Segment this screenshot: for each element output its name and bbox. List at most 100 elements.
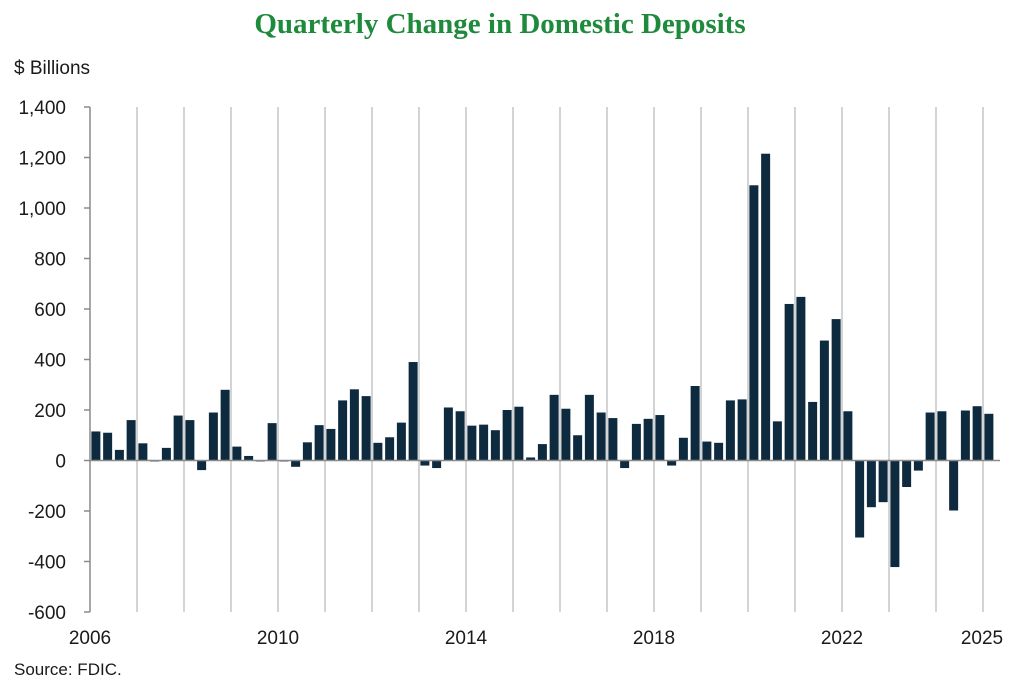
y-tick-label: 800: [34, 250, 66, 271]
bar: [678, 437, 688, 461]
bar: [302, 442, 312, 461]
bar: [819, 340, 829, 461]
bar: [420, 460, 430, 466]
x-tick-label: 2006: [69, 628, 111, 649]
bars: [91, 153, 994, 568]
x-tick-labels: 2006 2010 2014 2018 2022 2025: [69, 628, 1003, 649]
bar: [314, 425, 324, 461]
bar: [173, 415, 183, 461]
bar: [490, 430, 500, 461]
bar: [890, 460, 900, 568]
bar: [361, 396, 371, 461]
bar: [349, 389, 359, 461]
bar: [443, 407, 453, 461]
bar: [631, 423, 641, 461]
y-tick-label: 1,000: [18, 199, 66, 220]
x-tick-label: 2022: [821, 628, 863, 649]
y-tick-label: -200: [28, 502, 66, 523]
bar: [866, 460, 876, 508]
bar: [725, 400, 735, 461]
bar: [326, 428, 336, 461]
bar: [655, 415, 665, 461]
bar: [385, 437, 395, 461]
bar: [913, 460, 923, 471]
bar: [185, 420, 195, 461]
bar: [161, 447, 171, 461]
bar: [620, 460, 630, 469]
bar: [937, 411, 947, 461]
bar: [984, 413, 994, 461]
y-tick-label: -400: [28, 553, 66, 574]
bar: [878, 460, 888, 503]
bar: [244, 455, 254, 461]
bar: [549, 394, 559, 461]
x-tick-label: 2018: [633, 628, 675, 649]
bar: [103, 432, 113, 461]
bar: [291, 460, 301, 467]
bar: [455, 411, 465, 461]
y-tick-labels: 1,400 1,200 1,000 800 600 400 200 0 -200 -400 -600: [18, 98, 66, 624]
bar: [584, 394, 594, 461]
bar: [396, 422, 406, 461]
bar: [267, 423, 277, 461]
bar: [537, 444, 547, 461]
y-tick-label: 1,200: [18, 149, 66, 170]
bar: [855, 460, 865, 538]
bar: [561, 408, 571, 461]
bar: [138, 443, 148, 461]
bar: [784, 303, 794, 461]
bar: [772, 421, 782, 461]
axes: [84, 106, 1000, 613]
chart-title: Quarterly Change in Domestic Deposits: [254, 8, 746, 40]
bar: [114, 449, 124, 461]
source-note: Source: FDIC.: [14, 660, 122, 679]
bar: [960, 410, 970, 461]
bar: [643, 418, 653, 461]
bar: [479, 424, 489, 461]
bar: [220, 389, 230, 461]
y-tick-label: 200: [34, 401, 66, 422]
bar: [843, 411, 853, 461]
bar: [91, 431, 101, 461]
bar: [502, 410, 512, 461]
bar: [467, 425, 477, 461]
bar: [902, 460, 912, 488]
bar: [796, 296, 806, 461]
bar: [514, 406, 524, 461]
bar: [949, 460, 959, 511]
bar: [573, 435, 583, 461]
x-tick-label: 2010: [257, 628, 299, 649]
bar: [408, 362, 418, 461]
bar: [808, 401, 818, 461]
y-axis-unit-label: $ Billions: [14, 58, 91, 79]
bar: [972, 406, 982, 461]
bar: [761, 153, 771, 461]
y-tick-label: -600: [28, 603, 66, 624]
y-tick-label: 1,400: [18, 98, 66, 119]
bar: [373, 442, 383, 461]
y-tick-label: 600: [34, 300, 66, 321]
bar: [714, 442, 724, 461]
bar: [208, 412, 218, 461]
bar: [232, 446, 242, 461]
bar: [526, 457, 536, 461]
bar: [432, 460, 442, 469]
bar: [338, 400, 348, 461]
bar: [702, 441, 712, 461]
bar: [925, 412, 935, 461]
bar: [831, 319, 841, 461]
bar: [197, 460, 207, 471]
bar: [667, 460, 677, 466]
bar: [596, 412, 606, 461]
y-tick-label: 0: [55, 452, 66, 473]
y-tick-label: 400: [34, 351, 66, 372]
bar: [608, 418, 618, 461]
bar: [737, 399, 747, 461]
bar: [126, 420, 136, 461]
x-tick-label: 2014: [445, 628, 488, 649]
bar: [690, 386, 700, 461]
bar: [749, 185, 759, 461]
vertical-gridlines: [136, 107, 984, 612]
x-tick-label: 2025: [961, 628, 1003, 649]
